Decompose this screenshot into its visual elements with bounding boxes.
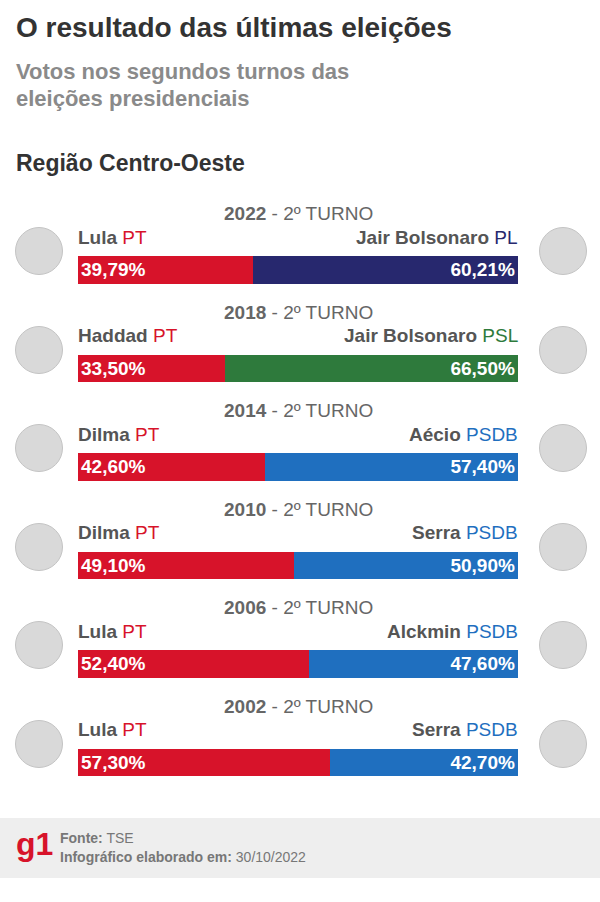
svg-text:Dilma PT: Dilma PT	[78, 424, 160, 445]
svg-text:2022 - 2º TURNO: 2022 - 2º TURNO	[224, 203, 373, 224]
svg-text:Aécio PSDB: Aécio PSDB	[409, 424, 518, 445]
html-text:Votos nos segundos turnos das: Votos nos segundos turnos das eleições p…	[16, 59, 350, 111]
html-text:Infográfico elaborado em: 30/1: Infográfico elaborado em: 30/10/2022	[60, 849, 306, 865]
svg-text:2014 - 2º TURNO: 2014 - 2º TURNO	[224, 400, 373, 421]
svg-text:66,50%: 66,50%	[450, 358, 515, 379]
svg-text:57,40%: 57,40%	[450, 456, 515, 477]
svg-text:50,90%: 50,90%	[450, 555, 515, 576]
svg-text:2010 - 2º TURNO: 2010 - 2º TURNO	[224, 499, 373, 520]
html-text:Região Centro-Oeste: Região Centro-Oeste	[16, 150, 245, 176]
svg-text:Serra PSDB: Serra PSDB	[412, 522, 518, 543]
svg-text:39,79%: 39,79%	[81, 259, 146, 280]
svg-text:Jair Bolsonaro PSL: Jair Bolsonaro PSL	[344, 325, 518, 346]
svg-text:47,60%: 47,60%	[450, 653, 515, 674]
svg-text:2018 - 2º TURNO: 2018 - 2º TURNO	[224, 302, 373, 323]
html-text:O resultado das últimas eleiçõ: O resultado das últimas eleições	[16, 12, 452, 43]
svg-text:2006 - 2º TURNO: 2006 - 2º TURNO	[224, 597, 373, 618]
svg-text:Alckmin PSDB: Alckmin PSDB	[387, 621, 518, 642]
svg-text:Jair Bolsonaro PL: Jair Bolsonaro PL	[356, 227, 518, 248]
svg-text:42,70%: 42,70%	[450, 752, 515, 773]
svg-text:2002 - 2º TURNO: 2002 - 2º TURNO	[224, 696, 373, 717]
html-text:g1: g1	[16, 826, 54, 862]
svg-text:52,40%: 52,40%	[81, 653, 146, 674]
svg-text:Dilma PT: Dilma PT	[78, 522, 160, 543]
svg-text:60,21%: 60,21%	[450, 259, 515, 280]
svg-text:Haddad PT: Haddad PT	[78, 325, 178, 346]
svg-text:49,10%: 49,10%	[81, 555, 146, 576]
html-text:Fonte: TSE: Fonte: TSE	[60, 830, 134, 846]
svg-text:Lula PT: Lula PT	[78, 719, 147, 740]
svg-text:33,50%: 33,50%	[81, 358, 146, 379]
svg-text:Lula PT: Lula PT	[78, 227, 147, 248]
svg-text:42,60%: 42,60%	[81, 456, 146, 477]
svg-text:Lula PT: Lula PT	[78, 621, 147, 642]
svg-text:Serra PSDB: Serra PSDB	[412, 719, 518, 740]
svg-text:57,30%: 57,30%	[81, 752, 146, 773]
